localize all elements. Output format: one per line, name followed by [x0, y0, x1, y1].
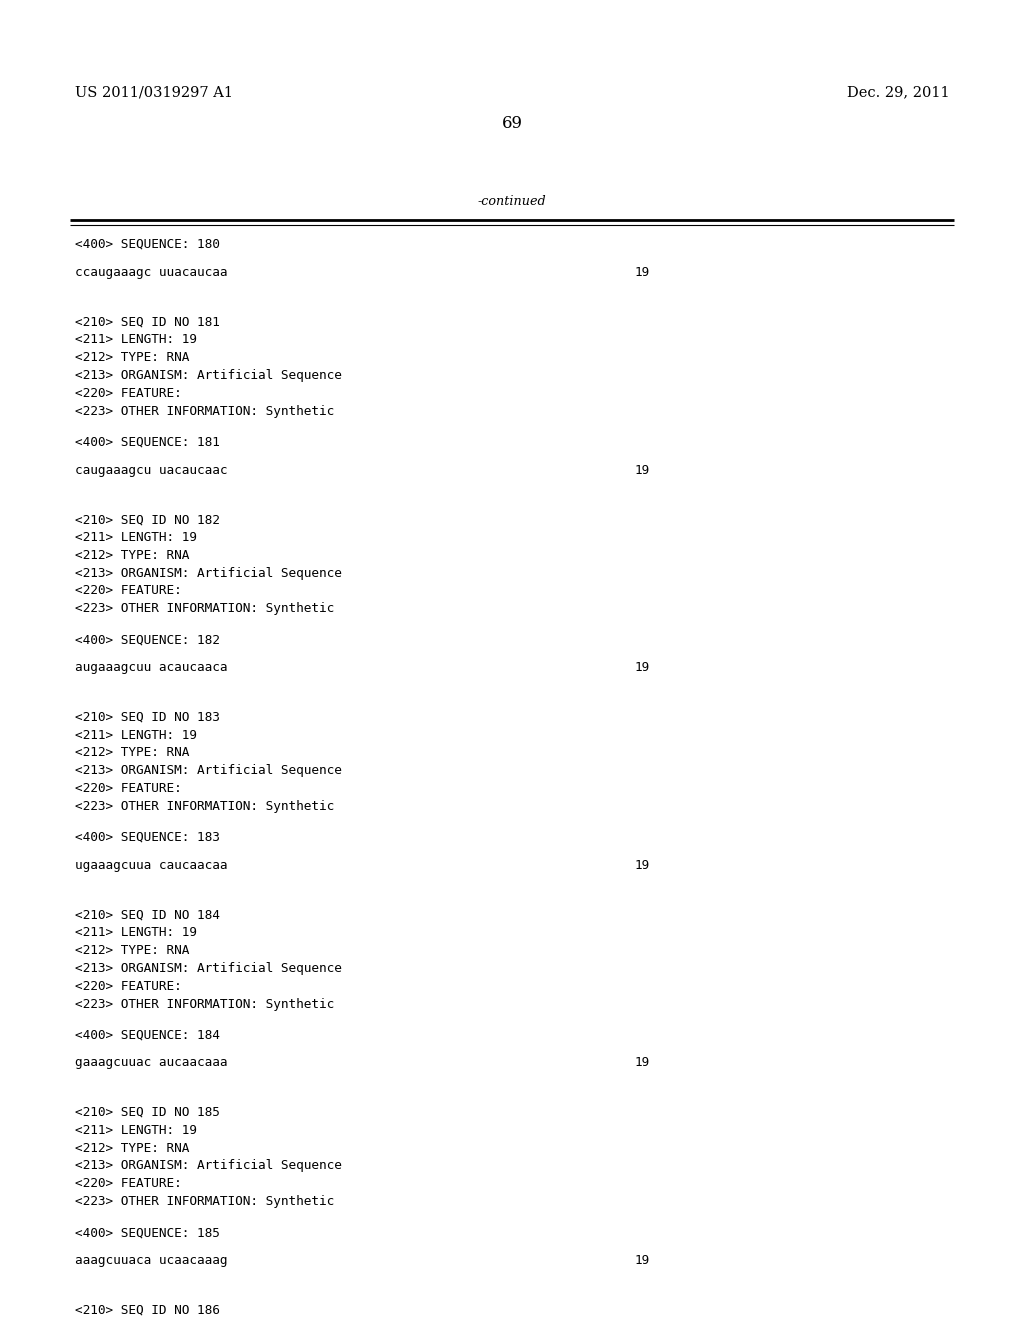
- Text: ugaaagcuua caucaacaa: ugaaagcuua caucaacaa: [75, 859, 227, 871]
- Text: <212> TYPE: RNA: <212> TYPE: RNA: [75, 746, 189, 759]
- Text: <400> SEQUENCE: 184: <400> SEQUENCE: 184: [75, 1028, 220, 1041]
- Text: augaaagcuu acaucaaca: augaaagcuu acaucaaca: [75, 661, 227, 675]
- Text: <220> FEATURE:: <220> FEATURE:: [75, 979, 181, 993]
- Text: <220> FEATURE:: <220> FEATURE:: [75, 1177, 181, 1191]
- Text: <210> SEQ ID NO 184: <210> SEQ ID NO 184: [75, 908, 220, 921]
- Text: <211> LENGTH: 19: <211> LENGTH: 19: [75, 334, 197, 346]
- Text: <400> SEQUENCE: 183: <400> SEQUENCE: 183: [75, 830, 220, 843]
- Text: 19: 19: [635, 265, 650, 279]
- Text: <213> ORGANISM: Artificial Sequence: <213> ORGANISM: Artificial Sequence: [75, 764, 342, 777]
- Text: 19: 19: [635, 463, 650, 477]
- Text: <210> SEQ ID NO 181: <210> SEQ ID NO 181: [75, 315, 220, 329]
- Text: <223> OTHER INFORMATION: Synthetic: <223> OTHER INFORMATION: Synthetic: [75, 998, 334, 1011]
- Text: 19: 19: [635, 661, 650, 675]
- Text: aaagcuuaca ucaacaaag: aaagcuuaca ucaacaaag: [75, 1254, 227, 1267]
- Text: 19: 19: [635, 859, 650, 871]
- Text: <220> FEATURE:: <220> FEATURE:: [75, 781, 181, 795]
- Text: gaaagcuuac aucaacaaa: gaaagcuuac aucaacaaa: [75, 1056, 227, 1069]
- Text: ccaugaaagc uuacaucaa: ccaugaaagc uuacaucaa: [75, 265, 227, 279]
- Text: <400> SEQUENCE: 181: <400> SEQUENCE: 181: [75, 436, 220, 449]
- Text: <212> TYPE: RNA: <212> TYPE: RNA: [75, 1142, 189, 1155]
- Text: -continued: -continued: [477, 195, 547, 209]
- Text: <213> ORGANISM: Artificial Sequence: <213> ORGANISM: Artificial Sequence: [75, 566, 342, 579]
- Text: <211> LENGTH: 19: <211> LENGTH: 19: [75, 729, 197, 742]
- Text: <223> OTHER INFORMATION: Synthetic: <223> OTHER INFORMATION: Synthetic: [75, 602, 334, 615]
- Text: 19: 19: [635, 1056, 650, 1069]
- Text: caugaaagcu uacaucaac: caugaaagcu uacaucaac: [75, 463, 227, 477]
- Text: US 2011/0319297 A1: US 2011/0319297 A1: [75, 84, 233, 99]
- Text: <211> LENGTH: 19: <211> LENGTH: 19: [75, 1123, 197, 1137]
- Text: <223> OTHER INFORMATION: Synthetic: <223> OTHER INFORMATION: Synthetic: [75, 405, 334, 417]
- Text: 19: 19: [635, 1254, 650, 1267]
- Text: <210> SEQ ID NO 185: <210> SEQ ID NO 185: [75, 1106, 220, 1119]
- Text: <223> OTHER INFORMATION: Synthetic: <223> OTHER INFORMATION: Synthetic: [75, 1195, 334, 1208]
- Text: <400> SEQUENCE: 185: <400> SEQUENCE: 185: [75, 1226, 220, 1239]
- Text: <220> FEATURE:: <220> FEATURE:: [75, 585, 181, 598]
- Text: <211> LENGTH: 19: <211> LENGTH: 19: [75, 927, 197, 940]
- Text: <210> SEQ ID NO 186: <210> SEQ ID NO 186: [75, 1304, 220, 1316]
- Text: 69: 69: [502, 115, 522, 132]
- Text: <213> ORGANISM: Artificial Sequence: <213> ORGANISM: Artificial Sequence: [75, 1159, 342, 1172]
- Text: <212> TYPE: RNA: <212> TYPE: RNA: [75, 944, 189, 957]
- Text: <400> SEQUENCE: 180: <400> SEQUENCE: 180: [75, 238, 220, 251]
- Text: <213> ORGANISM: Artificial Sequence: <213> ORGANISM: Artificial Sequence: [75, 370, 342, 381]
- Text: <213> ORGANISM: Artificial Sequence: <213> ORGANISM: Artificial Sequence: [75, 962, 342, 975]
- Text: <220> FEATURE:: <220> FEATURE:: [75, 387, 181, 400]
- Text: <212> TYPE: RNA: <212> TYPE: RNA: [75, 549, 189, 562]
- Text: <400> SEQUENCE: 182: <400> SEQUENCE: 182: [75, 634, 220, 647]
- Text: Dec. 29, 2011: Dec. 29, 2011: [848, 84, 950, 99]
- Text: <210> SEQ ID NO 183: <210> SEQ ID NO 183: [75, 710, 220, 723]
- Text: <212> TYPE: RNA: <212> TYPE: RNA: [75, 351, 189, 364]
- Text: <211> LENGTH: 19: <211> LENGTH: 19: [75, 531, 197, 544]
- Text: <223> OTHER INFORMATION: Synthetic: <223> OTHER INFORMATION: Synthetic: [75, 800, 334, 813]
- Text: <210> SEQ ID NO 182: <210> SEQ ID NO 182: [75, 513, 220, 527]
